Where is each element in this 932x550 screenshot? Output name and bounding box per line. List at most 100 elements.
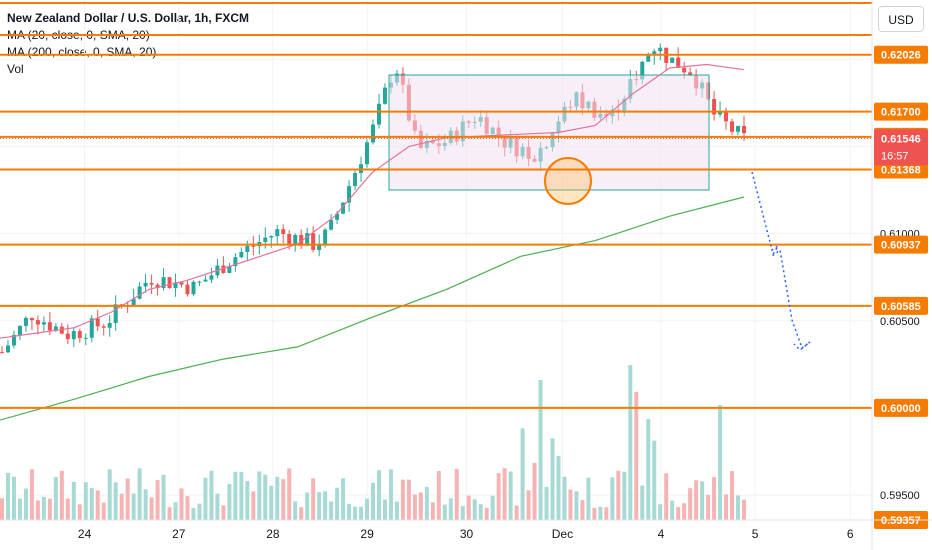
candle-body <box>682 67 687 73</box>
volume-bar <box>11 476 16 520</box>
volume-bar <box>263 474 268 520</box>
volume-bar <box>119 493 124 520</box>
volume-bar <box>161 474 166 520</box>
candle-body <box>730 121 735 132</box>
volume-bar <box>53 477 58 520</box>
volume-bar <box>436 471 441 520</box>
volume-bar <box>221 505 226 520</box>
volume-bar <box>47 498 52 520</box>
volume-bar <box>646 419 651 520</box>
level-label-text: 0.59357 <box>881 515 921 527</box>
highlight-circle <box>544 157 592 205</box>
candle-body <box>287 234 292 245</box>
volume-bar <box>682 503 687 520</box>
volume-bar <box>41 496 46 520</box>
candle-body <box>185 284 190 295</box>
volume-bar <box>149 497 154 520</box>
countdown-text: 16:57 <box>881 150 909 162</box>
price-axis <box>872 0 932 550</box>
candle-body <box>209 275 214 280</box>
x-tick-label: 28 <box>266 527 280 541</box>
volume-bar <box>604 507 609 520</box>
volume-bar <box>430 502 435 520</box>
level-label-text: 0.61368 <box>881 164 921 176</box>
candle-body <box>11 334 16 346</box>
candle-body <box>269 236 274 238</box>
volume-bar <box>215 493 220 520</box>
candle-body <box>329 219 334 230</box>
candle-body <box>371 124 375 143</box>
candle-body <box>167 277 172 289</box>
volume-bar <box>245 480 250 520</box>
volume-bar <box>209 470 214 520</box>
currency-button[interactable]: USD <box>878 6 924 32</box>
candle-body <box>652 51 657 55</box>
volume-bar <box>490 495 495 520</box>
volume-bar <box>442 504 447 520</box>
level-label-text: 0.60585 <box>881 301 921 313</box>
candle-body <box>646 54 651 62</box>
candle-body <box>353 172 358 187</box>
volume-bar <box>550 438 555 520</box>
volume-bar <box>622 471 627 520</box>
ma20-line <box>0 63 745 339</box>
symbol-title[interactable]: New Zealand Dollar / U.S. Dollar, 1h, FX… <box>7 11 250 25</box>
x-tick-label: 30 <box>460 527 474 541</box>
volume-bar <box>460 505 465 520</box>
volume-bar <box>317 492 322 520</box>
candle-body <box>724 110 729 122</box>
candle-body <box>742 125 746 134</box>
current-price-label: 0.61546 16:57 <box>874 129 928 166</box>
volume-bar <box>418 492 423 520</box>
x-tick-label: 4 <box>658 527 665 541</box>
level-price-label: 0.60937 <box>874 235 928 254</box>
volume-bar <box>694 480 699 520</box>
volume-bar <box>670 500 675 520</box>
volume-bar <box>131 493 136 520</box>
projection-path <box>751 171 811 352</box>
level-price-label: 0.62026 <box>874 45 928 64</box>
volume-bar <box>311 478 316 520</box>
level-label-bg <box>874 235 928 254</box>
volume-bar <box>676 507 681 520</box>
volume-bar <box>335 487 340 520</box>
candle-body <box>179 282 184 285</box>
volume-bar <box>730 471 735 520</box>
candle-body <box>95 318 100 327</box>
volume-bar <box>568 489 573 520</box>
volume-bar <box>227 483 232 520</box>
volume-bar <box>329 501 334 520</box>
level-price-label: 0.60585 <box>874 296 928 315</box>
volume-bar <box>640 485 645 520</box>
volume-bar <box>65 498 70 520</box>
volume-bar <box>113 482 118 520</box>
volume-bar <box>197 503 202 520</box>
volume-bar <box>341 478 346 520</box>
candle-body <box>35 320 40 325</box>
volume-bar <box>257 471 262 520</box>
volume-legend[interactable]: Vol <box>7 62 24 76</box>
candle-body <box>335 213 340 220</box>
y-tick-label: 0.60500 <box>880 316 920 328</box>
volume-bar <box>526 490 531 520</box>
volume-bar <box>424 486 429 520</box>
volume-bar <box>185 496 190 520</box>
volume-bar <box>628 365 633 520</box>
volume-bar <box>233 471 238 520</box>
candle-body <box>17 325 22 335</box>
candle-body <box>670 57 675 63</box>
ma200-line <box>0 196 745 421</box>
volume-bar <box>448 498 453 520</box>
volume-bar <box>532 462 537 520</box>
candle-body <box>736 125 741 132</box>
volume-bar <box>376 470 381 520</box>
volume-bar <box>406 479 411 520</box>
volume-bar <box>5 472 10 520</box>
volume-bar <box>155 480 160 520</box>
volume-bar <box>173 502 178 520</box>
volume-bar <box>610 477 615 520</box>
candle-body <box>233 257 238 267</box>
volume-bar <box>634 392 639 520</box>
volume-bar <box>520 428 525 520</box>
